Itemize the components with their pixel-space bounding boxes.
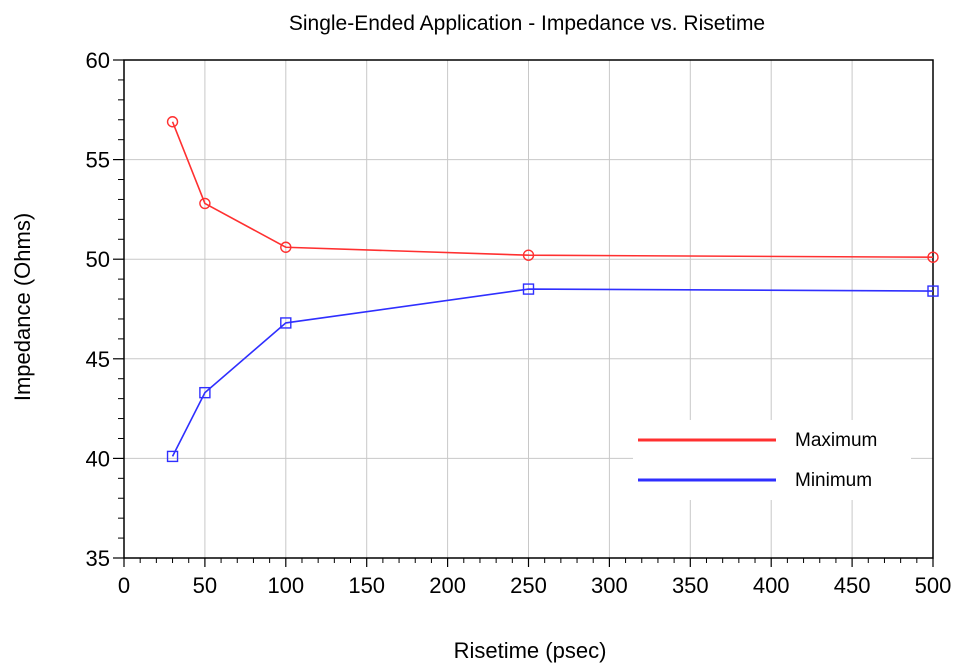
series-minimum: [166, 283, 939, 463]
data-point-maximum: [166, 116, 179, 128]
y-tick-label: 45: [86, 347, 110, 372]
legend: Maximum Minimum: [633, 420, 911, 500]
legend-background: [633, 420, 911, 500]
series-layer: [166, 116, 939, 463]
data-point-minimum: [522, 283, 535, 295]
x-tick-label: 250: [510, 573, 547, 598]
y-axis-title: Impedance (Ohms): [10, 213, 35, 401]
x-axis-title: Risetime (psec): [454, 638, 607, 663]
data-point-minimum: [927, 285, 939, 297]
series-line-maximum: [171, 121, 934, 259]
x-tick-label: 0: [118, 573, 130, 598]
data-point-maximum: [927, 251, 939, 263]
legend-label-minimum: Minimum: [795, 470, 872, 491]
x-tick-label: 200: [429, 573, 466, 598]
y-tick-label: 60: [86, 48, 110, 73]
x-tick-label: 350: [672, 573, 709, 598]
x-tick-label: 450: [834, 573, 871, 598]
data-point-minimum: [199, 386, 211, 399]
data-point-minimum: [166, 450, 179, 463]
x-tick-label: 300: [591, 573, 628, 598]
axis-ticks: 0 50 100 150 200 250 300 350 400 450 500 35 40 45 50 55…: [86, 48, 952, 598]
y-tick-label: 35: [86, 546, 110, 571]
data-point-maximum: [199, 197, 211, 210]
y-tick-label: 50: [86, 247, 110, 272]
series-maximum: [166, 116, 939, 263]
y-tick-label: 40: [86, 446, 110, 471]
chart-title: Single-Ended Application - Impedance vs.…: [289, 12, 765, 35]
x-tick-label: 100: [267, 573, 304, 598]
x-tick-label: 400: [753, 573, 790, 598]
x-tick-label: 150: [348, 573, 385, 598]
data-point-minimum: [280, 317, 292, 329]
data-point-maximum: [280, 241, 292, 253]
series-line-minimum: [171, 288, 934, 457]
data-point-maximum: [522, 249, 535, 261]
y-tick-label: 55: [86, 148, 110, 173]
x-tick-label: 500: [915, 573, 952, 598]
legend-label-maximum: Maximum: [795, 430, 877, 451]
x-tick-label: 50: [193, 573, 217, 598]
